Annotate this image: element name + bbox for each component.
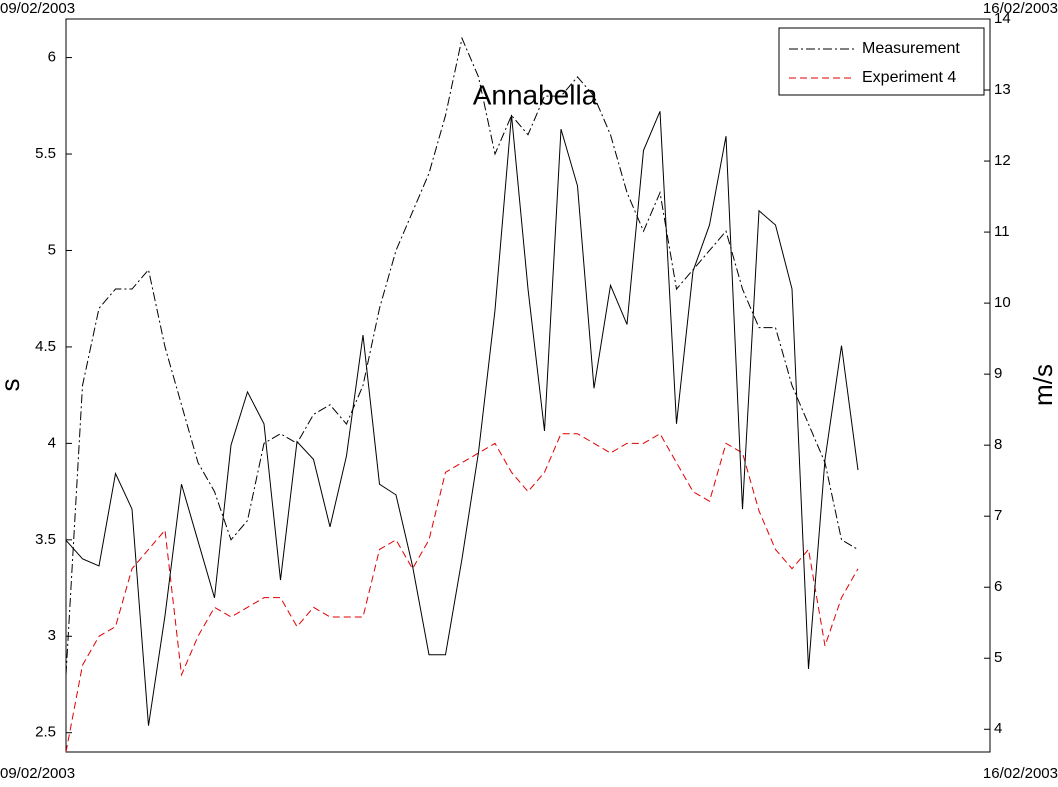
x-tick-label: 09/02/2003 bbox=[0, 765, 75, 782]
y-tick-label: 4.5 bbox=[35, 338, 56, 355]
y2-tick-label: 8 bbox=[994, 436, 1002, 453]
y-tick-label: 5 bbox=[48, 241, 56, 258]
plot-frame bbox=[65, 18, 991, 753]
series-line bbox=[65, 36, 859, 675]
y2-axis-label: m/s bbox=[1028, 364, 1058, 406]
y2-tick-label: 4 bbox=[994, 720, 1002, 737]
y2-tick-label: 14 bbox=[994, 10, 1011, 27]
chart-title: Annabella bbox=[473, 79, 598, 110]
y2-tick-label: 6 bbox=[994, 578, 1002, 595]
y2-tick-label: 11 bbox=[994, 223, 1010, 240]
legend-label: Measurement bbox=[862, 40, 960, 57]
y-tick-label: 4 bbox=[48, 434, 56, 451]
y2-tick-label: 9 bbox=[994, 365, 1002, 382]
y-axis-label: s bbox=[0, 379, 25, 392]
y-tick-label: 3.5 bbox=[35, 531, 56, 548]
series-line bbox=[65, 111, 859, 726]
legend-label: Experiment 4 bbox=[862, 69, 956, 86]
series-line bbox=[65, 433, 859, 753]
x-tick-label: 16/02/2003 bbox=[983, 765, 1058, 782]
y2-tick-label: 10 bbox=[994, 294, 1011, 311]
x-tick-label: 16/02/2003 bbox=[983, 0, 1058, 17]
y-tick-label: 3 bbox=[48, 627, 56, 644]
y2-tick-label: 12 bbox=[994, 152, 1011, 169]
x-tick-label: 09/02/2003 bbox=[0, 0, 75, 17]
y2-tick-label: 5 bbox=[994, 649, 1002, 666]
y2-tick-label: 7 bbox=[994, 507, 1002, 524]
y-tick-label: 2.5 bbox=[35, 724, 56, 741]
y-tick-label: 5.5 bbox=[35, 145, 56, 162]
y2-tick-label: 13 bbox=[994, 81, 1011, 98]
y-tick-label: 6 bbox=[48, 49, 56, 66]
legend-box bbox=[778, 27, 985, 96]
